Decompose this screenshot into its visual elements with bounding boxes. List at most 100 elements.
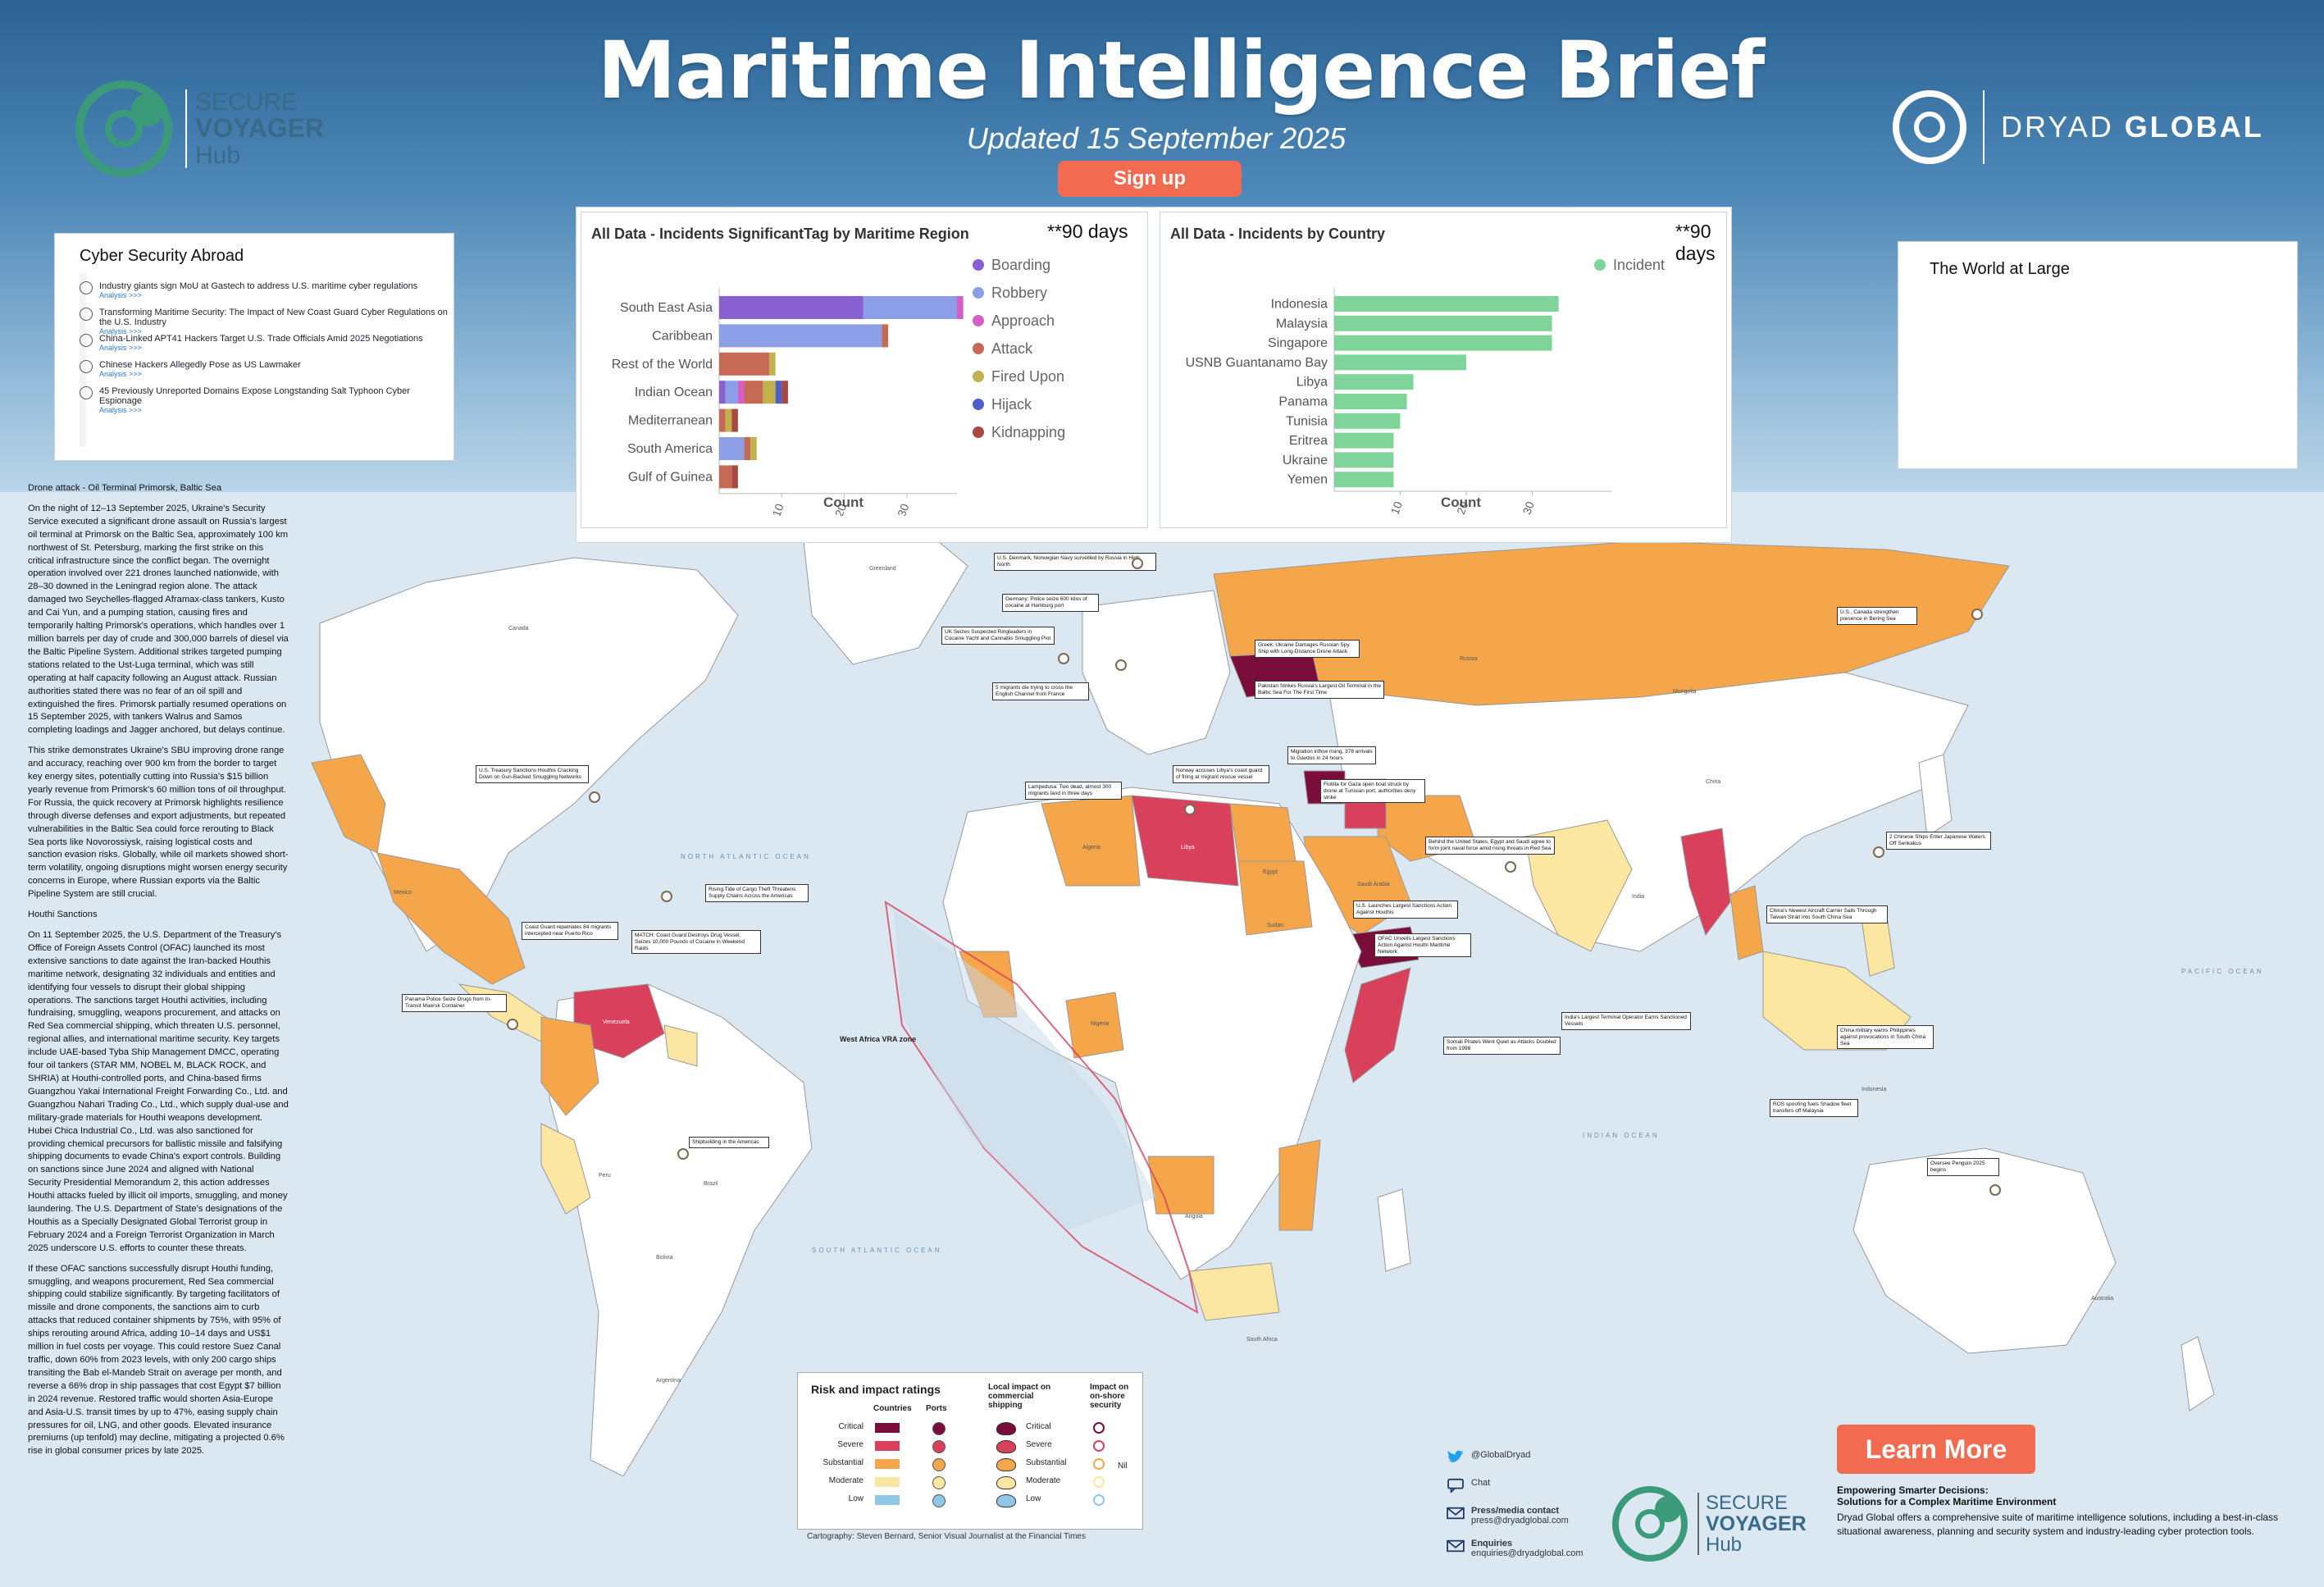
- analysis-link[interactable]: Analysis >>>: [99, 370, 142, 378]
- analysis-link[interactable]: Analysis >>>: [99, 327, 142, 335]
- country-nigeria: [1065, 992, 1124, 1059]
- cyber-news-headline[interactable]: Transforming Maritime Security: The Impa…: [99, 308, 448, 327]
- incident-callout[interactable]: U.S. Denmark, Norwegian Navy surveilled …: [994, 553, 1156, 571]
- chart-bar: [1334, 432, 1394, 449]
- incident-pin-icon[interactable]: [1058, 653, 1069, 664]
- twitter-link[interactable]: @GlobalDryad: [1447, 1450, 1627, 1465]
- dryad-global-logo[interactable]: DRYAD GLOBAL: [1893, 90, 2264, 164]
- incident-callout[interactable]: China's Newest Aircraft Carrier Sails Th…: [1766, 905, 1888, 923]
- info-icon: [80, 281, 93, 294]
- incident-pin-icon[interactable]: [1115, 659, 1127, 671]
- incident-pin-icon[interactable]: [589, 791, 600, 803]
- incident-pin-icon[interactable]: [1184, 804, 1196, 815]
- incident-pin-icon[interactable]: [1989, 1184, 2001, 1196]
- chart-bar: [1334, 296, 1559, 312]
- chart-bar: [731, 408, 738, 432]
- chart-category-label: Malaysia: [1276, 317, 1328, 331]
- country-label: Venezuela: [603, 1019, 630, 1025]
- incident-callout[interactable]: Coast Guard repatriates 84 migrants inte…: [522, 922, 618, 940]
- secure-voyager-logo[interactable]: SECURE VOYAGER Hub: [75, 80, 324, 177]
- cyber-news-headline[interactable]: 45 Previously Unreported Domains Expose …: [99, 386, 410, 406]
- analysis-link[interactable]: Analysis >>>: [99, 406, 142, 414]
- incident-callout[interactable]: UK Seizes Suspected Ringleaders in Cocai…: [941, 627, 1055, 645]
- incident-callout[interactable]: 2 Chinese Ships Enter Japanese Waters Of…: [1886, 832, 1991, 850]
- incident-pin-icon[interactable]: [1132, 558, 1143, 569]
- chat-link[interactable]: Chat: [1447, 1478, 1627, 1493]
- chart-legend-label: Fired Upon: [991, 368, 1064, 385]
- incident-callout[interactable]: Migration inflow rising, 378 arrivals to…: [1287, 746, 1376, 764]
- press-email[interactable]: press@dryadglobal.com: [1471, 1516, 1569, 1525]
- cyber-news-item[interactable]: China-Linked APT41 Hackers Target U.S. T…: [80, 334, 423, 352]
- enquiries-contact[interactable]: Enquiries enquiries@dryadglobal.com: [1447, 1539, 1627, 1558]
- landmass-north-america: [319, 557, 739, 952]
- chart-bar: [737, 381, 745, 404]
- world-panel-title: The World at Large: [1930, 260, 2070, 278]
- chart-category-label: Panama: [1278, 395, 1328, 409]
- incident-pin-icon[interactable]: [507, 1019, 518, 1030]
- chart-region-panel: All Data - Incidents SignificantTag by M…: [581, 212, 1148, 528]
- incident-callout[interactable]: ROS spoofing fuels Shadow fleet transfer…: [1770, 1099, 1858, 1117]
- enquiries-email[interactable]: enquiries@dryadglobal.com: [1471, 1548, 1584, 1558]
- west-africa-vra-hatch: [894, 910, 1156, 1230]
- cyber-news-headline[interactable]: Chinese Hackers Allegedly Pose as US Law…: [99, 360, 301, 370]
- cyber-news-item[interactable]: Industry giants sign MoU at Gastech to a…: [80, 281, 417, 299]
- incident-callout[interactable]: Rising Tide of Cargo Theft Threatens Sup…: [705, 884, 809, 902]
- cyber-news-headline[interactable]: China-Linked APT41 Hackers Target U.S. T…: [99, 334, 423, 344]
- chart-bar: [750, 437, 757, 460]
- country-libya: [1131, 795, 1239, 887]
- incident-callout[interactable]: OFAC Unveils Largest Sanctions Action Ag…: [1374, 933, 1471, 958]
- learn-more-button[interactable]: Learn More: [1837, 1425, 2035, 1474]
- incident-callout[interactable]: U.S. Launches Largest Sanctions Action A…: [1353, 901, 1458, 919]
- cyber-news-item[interactable]: 45 Previously Unreported Domains Expose …: [80, 386, 449, 414]
- incident-callout[interactable]: Flotilla for Gaza open boat struck by dr…: [1320, 779, 1425, 804]
- landmass-japan: [1918, 754, 1953, 837]
- incident-callout[interactable]: Oversee Penguin 2025 begins: [1927, 1158, 1999, 1176]
- chart-legend-label: Approach: [991, 312, 1055, 329]
- country-mexico: [376, 852, 526, 985]
- incident-callout[interactable]: Greek: Ukraine Damages Russian Spy Ship …: [1255, 640, 1360, 658]
- incident-callout[interactable]: India's Largest Terminal Operator Earns …: [1561, 1012, 1691, 1030]
- ocean-label-south-atlantic: SOUTH ATLANTIC OCEAN: [812, 1247, 942, 1254]
- legend-title: Risk and impact ratings: [811, 1383, 941, 1396]
- updated-date: Updated 15 September 2025: [966, 121, 1347, 155]
- incident-callout[interactable]: Norway accuses Libya's coast guard of fi…: [1173, 765, 1269, 783]
- incident-callout[interactable]: China military warns Philippines against…: [1837, 1025, 1934, 1050]
- incident-callout[interactable]: U.S. Treasury Sanctions Houthis Cracking…: [476, 765, 589, 783]
- legend-port-icon: [932, 1440, 946, 1453]
- incident-pin-icon[interactable]: [1971, 609, 1983, 620]
- article-paragraph: On the night of 12–13 September 2025, Uk…: [28, 503, 289, 736]
- cyber-news-headline[interactable]: Industry giants sign MoU at Gastech to a…: [99, 281, 418, 291]
- signup-button[interactable]: Sign up: [1058, 161, 1242, 197]
- incident-callout[interactable]: Pakistan Strikes Russia's Largest Oil Te…: [1255, 681, 1384, 699]
- incident-pin-icon[interactable]: [677, 1148, 689, 1160]
- analysis-link[interactable]: Analysis >>>: [99, 291, 142, 299]
- incident-pin-icon[interactable]: [1873, 846, 1884, 858]
- incident-callout[interactable]: Panama Police Seize Drugs from In-Transi…: [402, 994, 507, 1012]
- incident-callout[interactable]: Behind the United States, Egypt and Saud…: [1425, 837, 1555, 855]
- analysis-link[interactable]: Analysis >>>: [99, 344, 142, 352]
- secure-voyager-line1: SECURE: [1706, 1491, 1789, 1514]
- incident-callout[interactable]: MATCH: Coast Guard Destroys Drug Vessel,…: [631, 930, 761, 955]
- country-us-west: [311, 754, 386, 854]
- tagline-line2: Solutions for a Complex Maritime Environ…: [1837, 1496, 2057, 1507]
- incident-callout[interactable]: Germany: Police seize 600 kilos of cocai…: [1002, 594, 1099, 612]
- press-contact[interactable]: Press/media contact press@dryadglobal.com: [1447, 1506, 1627, 1525]
- cyber-news-item[interactable]: Chinese Hackers Allegedly Pose as US Law…: [80, 360, 301, 378]
- secure-voyager-logo-footer[interactable]: SECURE VOYAGER Hub: [1612, 1486, 1807, 1562]
- incident-callout[interactable]: Shipbuilding in the Americas: [689, 1137, 769, 1148]
- legend-col-local: Local impact on commercial shipping: [988, 1383, 1051, 1410]
- incident-callout[interactable]: Somali Pirates Went Quiet as Attacks Dou…: [1443, 1037, 1561, 1055]
- chart-category-label: Caribbean: [652, 329, 713, 343]
- incident-callout[interactable]: U.S., Canada strengthen presence in Beri…: [1837, 607, 1917, 625]
- ocean-label-indian: INDIAN OCEAN: [1583, 1132, 1660, 1139]
- incident-callout[interactable]: 5 migrants die trying to cross the Engli…: [992, 682, 1089, 700]
- incident-pin-icon[interactable]: [661, 891, 672, 902]
- incident-pin-icon[interactable]: [1505, 861, 1516, 873]
- cyber-news-item[interactable]: Transforming Maritime Security: The Impa…: [80, 308, 449, 335]
- cyber-security-panel: Cyber Security Abroad Industry giants si…: [54, 233, 454, 461]
- chart-bar: [882, 324, 889, 348]
- chart-legend-marker: [973, 343, 984, 354]
- incident-callout[interactable]: Lampedusa: Two dead, almost 300 migrants…: [1025, 782, 1122, 800]
- chart-legend-label: Hijack: [991, 396, 1032, 413]
- legend-local-label: Low: [1026, 1494, 1041, 1503]
